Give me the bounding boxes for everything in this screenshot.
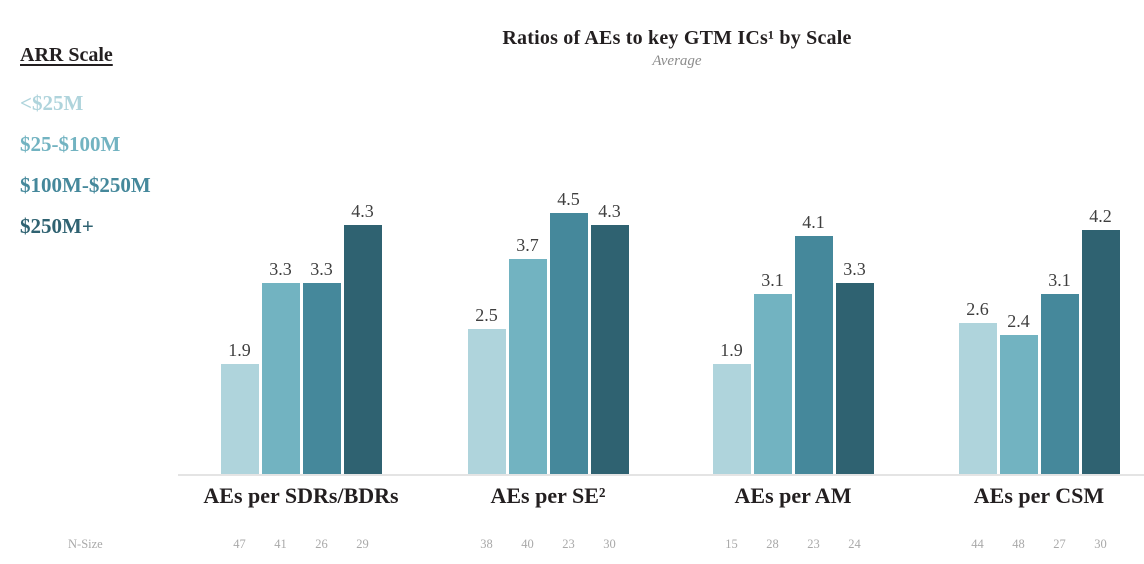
n-size-value: 23 — [807, 537, 820, 551]
bar-wrap: 3.1 — [753, 270, 792, 474]
title-block: Ratios of AEs to key GTM ICs¹ by Scale A… — [210, 27, 1144, 70]
bar-value-label: 4.1 — [802, 212, 825, 233]
n-size-group-3: 44 48 27 30 — [959, 537, 1120, 552]
n-size-label: N-Size — [68, 537, 103, 551]
bar-0-0 — [220, 363, 259, 474]
legend-heading: ARR Scale — [20, 44, 113, 66]
chart-subtitle: Average — [652, 53, 702, 69]
n-size-group-0: 47 41 26 29 — [221, 537, 382, 552]
bar-value-label: 1.9 — [720, 339, 743, 360]
bar-2-0 — [302, 282, 341, 474]
n-size-value: 30 — [1094, 537, 1107, 551]
bar-value-label: 3.1 — [1048, 270, 1071, 291]
bar-value-label: 1.9 — [228, 339, 251, 360]
bar-value-label: 4.5 — [557, 189, 580, 209]
n-size-value: 41 — [274, 537, 287, 551]
bar-value-label: 3.1 — [761, 270, 784, 291]
bar-value-label: 2.5 — [475, 305, 498, 325]
category-label-3: AEs per CSM — [973, 483, 1105, 508]
legend-item-0: <$25M — [20, 91, 84, 115]
bar-value-label: 3.3 — [310, 258, 333, 279]
bar-1-2 — [753, 294, 792, 474]
n-size-value: 29 — [356, 537, 369, 551]
category-label-0: AEs per SDRs/BDRs — [203, 483, 399, 508]
bar-wrap: 2.4 — [999, 310, 1038, 474]
bar-3-1 — [590, 224, 629, 474]
bar-2-1 — [549, 213, 588, 474]
chart-title: Ratios of AEs to key GTM ICs¹ by Scale — [502, 27, 852, 49]
bar-1-1 — [508, 259, 547, 474]
bar-2-3 — [1040, 294, 1079, 474]
bar-3-3 — [1081, 230, 1120, 474]
bar-wrap: 3.3 — [261, 258, 300, 474]
bar-wrap: 3.7 — [508, 235, 547, 474]
bar-2-2 — [794, 236, 833, 474]
x-axis-line — [178, 474, 1144, 476]
n-size-value: 15 — [725, 537, 738, 551]
bar-value-label: 3.3 — [269, 258, 292, 279]
bar-wrap: 2.6 — [958, 299, 997, 474]
bar-value-label: 4.2 — [1089, 206, 1112, 227]
bar-1-0 — [261, 282, 300, 474]
n-size-value: 38 — [480, 537, 493, 551]
legend-item-3: $250M+ — [20, 214, 94, 238]
legend-item-1: $25-$100M — [20, 132, 121, 156]
bar-group-2: 1.9 3.1 4.1 3.3 — [712, 0, 874, 474]
n-size-value: 24 — [848, 537, 861, 551]
bar-0-1 — [467, 329, 506, 474]
bar-0-2 — [712, 363, 751, 474]
legend-items: <$25M $25-$100M $100M-$250M $250M+ — [20, 83, 151, 247]
n-size-value: 47 — [233, 537, 246, 551]
legend-item-2: $100M-$250M — [20, 173, 151, 197]
bar-wrap: 1.9 — [220, 339, 259, 474]
bar-group-3: 2.6 2.4 3.1 4.2 — [958, 0, 1120, 474]
bar-wrap: 3.3 — [835, 258, 874, 474]
bar-value-label: 4.3 — [598, 200, 621, 221]
n-size-value: 26 — [315, 537, 328, 551]
bar-wrap: 2.5 — [467, 305, 506, 474]
bar-wrap: 4.2 — [1081, 206, 1120, 474]
bar-wrap: 1.9 — [712, 339, 751, 474]
bar-1-3 — [999, 334, 1038, 474]
bar-value-label: 4.3 — [351, 200, 374, 221]
n-size-value: 23 — [562, 537, 575, 551]
plot-area: 1.9 3.3 3.3 4.3 2.5 3.7 4.5 4.3 1.9 3.1 4.1 3.3 2.6 2… — [178, 0, 1144, 476]
n-size-value: 28 — [766, 537, 779, 551]
arr-scale-legend: ARR Scale <$25M $25-$100M $100M-$250M $250M… — [20, 44, 151, 247]
bar-wrap: 3.3 — [302, 258, 341, 474]
bar-wrap: 4.3 — [343, 200, 382, 474]
bar-wrap: 4.5 — [549, 189, 588, 474]
category-label-1: AEs per SE² — [490, 483, 606, 508]
bar-0-3 — [958, 323, 997, 474]
bar-wrap: 3.1 — [1040, 270, 1079, 474]
n-size-group-2: 15 28 23 24 — [713, 537, 874, 552]
bar-group-1: 2.5 3.7 4.5 4.3 — [467, 0, 629, 474]
category-label-2: AEs per AM — [734, 483, 852, 508]
bar-3-2 — [835, 282, 874, 474]
bar-wrap: 4.3 — [590, 200, 629, 474]
n-size-value: 40 — [521, 537, 534, 551]
bar-wrap: 4.1 — [794, 212, 833, 474]
bar-value-label: 2.4 — [1007, 310, 1030, 331]
n-size-value: 48 — [1012, 537, 1025, 551]
n-size-value: 27 — [1053, 537, 1066, 551]
bar-value-label: 2.6 — [966, 299, 989, 320]
bar-value-label: 3.3 — [843, 258, 866, 279]
bar-value-label: 3.7 — [516, 235, 539, 256]
bar-group-0: 1.9 3.3 3.3 4.3 — [220, 0, 382, 474]
n-size-group-1: 38 40 23 30 — [468, 537, 629, 552]
n-size-value: 30 — [603, 537, 616, 551]
n-size-value: 44 — [971, 537, 984, 551]
bar-3-0 — [343, 224, 382, 474]
